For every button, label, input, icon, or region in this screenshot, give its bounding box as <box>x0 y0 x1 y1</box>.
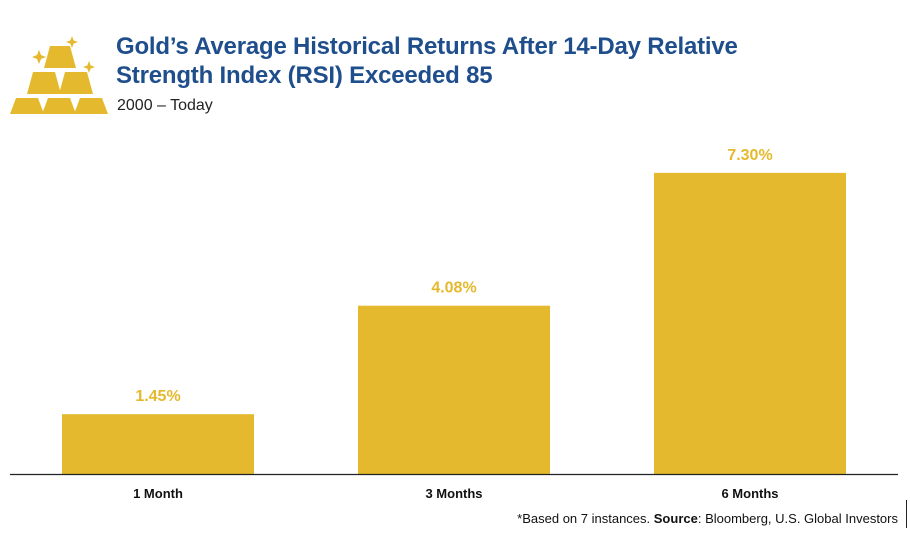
bar-6-months <box>654 172 846 474</box>
sparkle-icon <box>66 36 78 48</box>
source-footnote: *Based on 7 instances. Source: Bloomberg… <box>517 511 898 526</box>
chart-subtitle: 2000 – Today <box>117 97 213 114</box>
category-label: 6 Months <box>721 486 778 501</box>
footnote-source-text: : Bloomberg, U.S. Global Investors <box>697 511 898 526</box>
category-labels-group: 1 Month 3 Months 6 Months <box>133 486 778 501</box>
chart-title-line-2: Strength Index (RSI) Exceeded 85 <box>116 62 493 89</box>
sparkle-icon <box>32 50 46 64</box>
footnote-source-label: Source <box>653 511 698 526</box>
edge-divider <box>906 500 907 528</box>
category-label: 1 Month <box>133 486 183 501</box>
value-label: 4.08% <box>431 280 476 297</box>
category-label: 3 Months <box>425 486 482 501</box>
value-label: 1.45% <box>135 388 180 405</box>
bars-group <box>62 172 846 474</box>
gold-bars-icon <box>10 36 108 114</box>
bar-3-months <box>358 305 550 474</box>
chart-title: Gold’s Average Historical Returns After … <box>116 32 816 90</box>
footnote-prefix: *Based on 7 instances. <box>517 511 654 526</box>
value-labels-group: 1.45% 4.08% 7.30% <box>135 147 772 405</box>
chart-title-line-1: Gold’s Average Historical Returns After … <box>116 33 738 60</box>
bar-1-month <box>62 414 254 474</box>
value-label: 7.30% <box>727 147 772 164</box>
sparkle-icon <box>83 61 95 73</box>
